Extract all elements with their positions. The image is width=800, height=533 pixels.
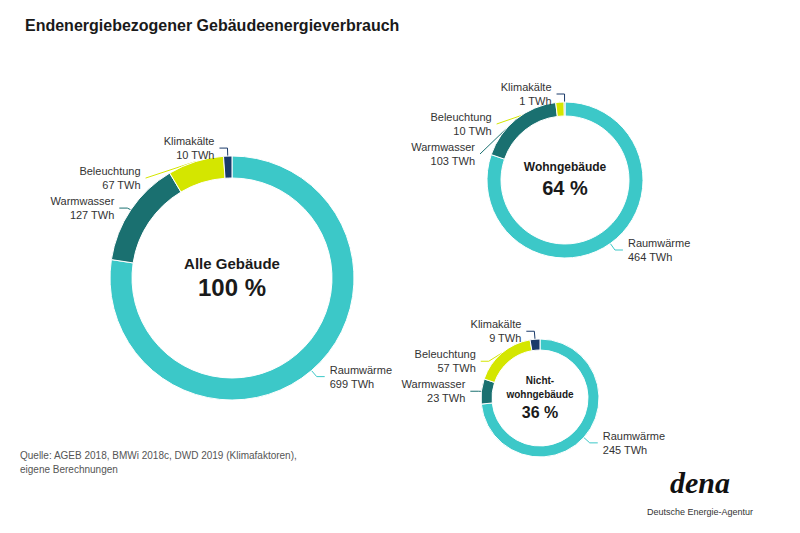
svg-text:10 TWh: 10 TWh [176, 149, 214, 161]
svg-text:1 TWh: 1 TWh [519, 95, 551, 107]
svg-text:Raumwärme: Raumwärme [628, 237, 690, 249]
svg-text:464 TWh: 464 TWh [628, 251, 672, 263]
svg-text:Nicht-: Nicht- [526, 375, 554, 386]
svg-text:Klimakälte: Klimakälte [471, 318, 522, 330]
svg-text:Warmwasser: Warmwasser [51, 195, 115, 207]
svg-text:Klimakälte: Klimakälte [501, 81, 552, 93]
svg-text:36 %: 36 % [522, 404, 558, 421]
svg-text:Warmwasser: Warmwasser [411, 141, 475, 153]
svg-text:Quelle: AGEB 2018, BMWi 2018c,: Quelle: AGEB 2018, BMWi 2018c, DWD 2019 … [20, 450, 297, 461]
svg-text:dena: dena [670, 466, 730, 499]
svg-text:699 TWh: 699 TWh [330, 378, 374, 390]
svg-text:127 TWh: 127 TWh [70, 209, 114, 221]
svg-text:Raumwärme: Raumwärme [603, 430, 665, 442]
svg-text:Klimakälte: Klimakälte [164, 135, 215, 147]
svg-text:23 TWh: 23 TWh [427, 392, 465, 404]
svg-text:Beleuchtung: Beleuchtung [415, 348, 476, 360]
svg-text:Warmwasser: Warmwasser [402, 378, 466, 390]
svg-text:10 TWh: 10 TWh [453, 125, 491, 137]
svg-text:67 TWh: 67 TWh [102, 179, 140, 191]
svg-text:245 TWh: 245 TWh [603, 444, 647, 456]
svg-text:103 TWh: 103 TWh [431, 155, 475, 167]
svg-text:9 TWh: 9 TWh [489, 332, 521, 344]
svg-text:Raumwärme: Raumwärme [330, 364, 392, 376]
svg-text:Beleuchtung: Beleuchtung [79, 165, 140, 177]
svg-text:Wohngebäude: Wohngebäude [524, 160, 607, 174]
svg-text:64 %: 64 % [542, 177, 588, 199]
svg-text:eigene Berechnungen: eigene Berechnungen [20, 464, 118, 475]
svg-text:100 %: 100 % [198, 274, 266, 301]
svg-text:Beleuchtung: Beleuchtung [430, 111, 491, 123]
svg-text:57 TWh: 57 TWh [437, 362, 475, 374]
svg-text:wohngebäude: wohngebäude [505, 389, 574, 400]
svg-text:Deutsche Energie-Agentur: Deutsche Energie-Agentur [647, 507, 753, 517]
svg-text:Endenergiebezogener Gebäudeene: Endenergiebezogener Gebäudeenergieverbra… [25, 17, 399, 34]
svg-text:Alle Gebäude: Alle Gebäude [184, 255, 280, 272]
